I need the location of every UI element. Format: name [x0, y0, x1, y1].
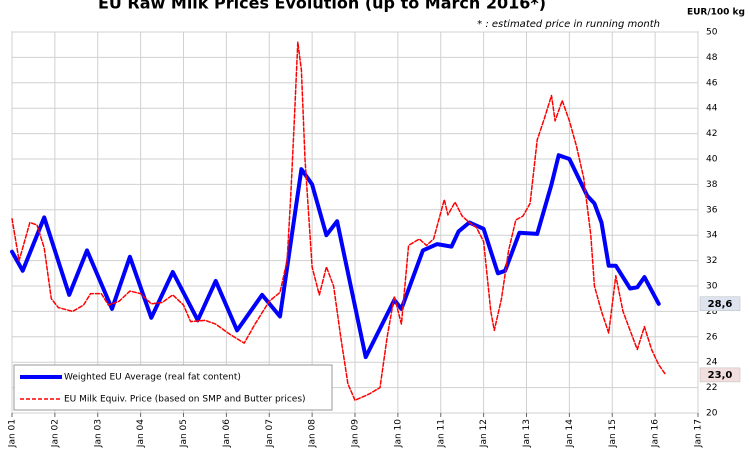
x-tick-label: Jan 09	[351, 419, 361, 448]
x-tick-label: Jan 17	[694, 419, 704, 448]
x-tick-label: Jan 07	[265, 419, 275, 448]
y-tick-label: 22	[706, 383, 717, 393]
chart-title: EU Raw Milk Prices Evolution (up to Marc…	[98, 0, 546, 13]
x-tick-label: Jan 13	[522, 419, 532, 448]
x-tick-label: Jan 04	[136, 419, 146, 448]
x-tick-label: Jan 14	[565, 419, 575, 448]
x-tick-label: Jan 02	[50, 419, 60, 448]
x-tick-label: Jan 03	[93, 419, 103, 448]
x-tick-label: Jan 16	[651, 419, 661, 448]
y-tick-label: 46	[706, 78, 718, 88]
end-label: 23,0	[708, 370, 733, 381]
y-tick-label: 34	[706, 231, 718, 241]
y-tick-label: 44	[706, 104, 718, 114]
series-line	[10, 153, 661, 360]
x-tick-label: Jan 08	[308, 419, 318, 448]
y-tick-label: 28	[706, 307, 718, 317]
y-tick-label: 50	[706, 28, 718, 38]
series-line	[11, 41, 667, 402]
y-tick-label: 24	[706, 358, 718, 368]
x-tick-label: Jan 05	[179, 419, 189, 448]
y-tick-label: 40	[706, 155, 718, 165]
y-tick-label: 36	[706, 205, 718, 215]
y-tick-label: 48	[706, 53, 718, 63]
x-tick-label: Jan 06	[222, 419, 232, 448]
y-tick-label: 26	[706, 332, 718, 342]
y-tick-label: 42	[706, 129, 717, 139]
x-tick-label: Jan 11	[436, 419, 446, 448]
end-label-box	[699, 296, 741, 312]
y-tick-label: 30	[706, 282, 718, 292]
x-tick-label: Jan 10	[393, 419, 403, 448]
x-tick-label: Jan 12	[479, 419, 489, 448]
end-label-box	[699, 367, 741, 383]
y-tick-label: 20	[706, 409, 718, 419]
y-axis-label: EUR/100 kg	[687, 8, 745, 18]
legend-label: EU Milk Equiv. Price (based on SMP and B…	[64, 395, 306, 405]
legend-box	[13, 364, 333, 411]
chart-subtitle: * : estimated price in running month	[477, 19, 660, 30]
x-tick-label: Jan 01	[8, 419, 18, 448]
x-tick-label: Jan 15	[608, 419, 618, 448]
y-tick-label: 32	[706, 256, 717, 266]
y-tick-label: 38	[706, 180, 718, 190]
end-label: 28,6	[708, 299, 733, 310]
legend-label: Weighted EU Average (real fat content)	[64, 373, 241, 383]
